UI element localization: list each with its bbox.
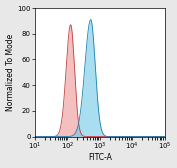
Y-axis label: Normalized To Mode: Normalized To Mode <box>5 34 15 111</box>
X-axis label: FITC-A: FITC-A <box>88 153 112 162</box>
